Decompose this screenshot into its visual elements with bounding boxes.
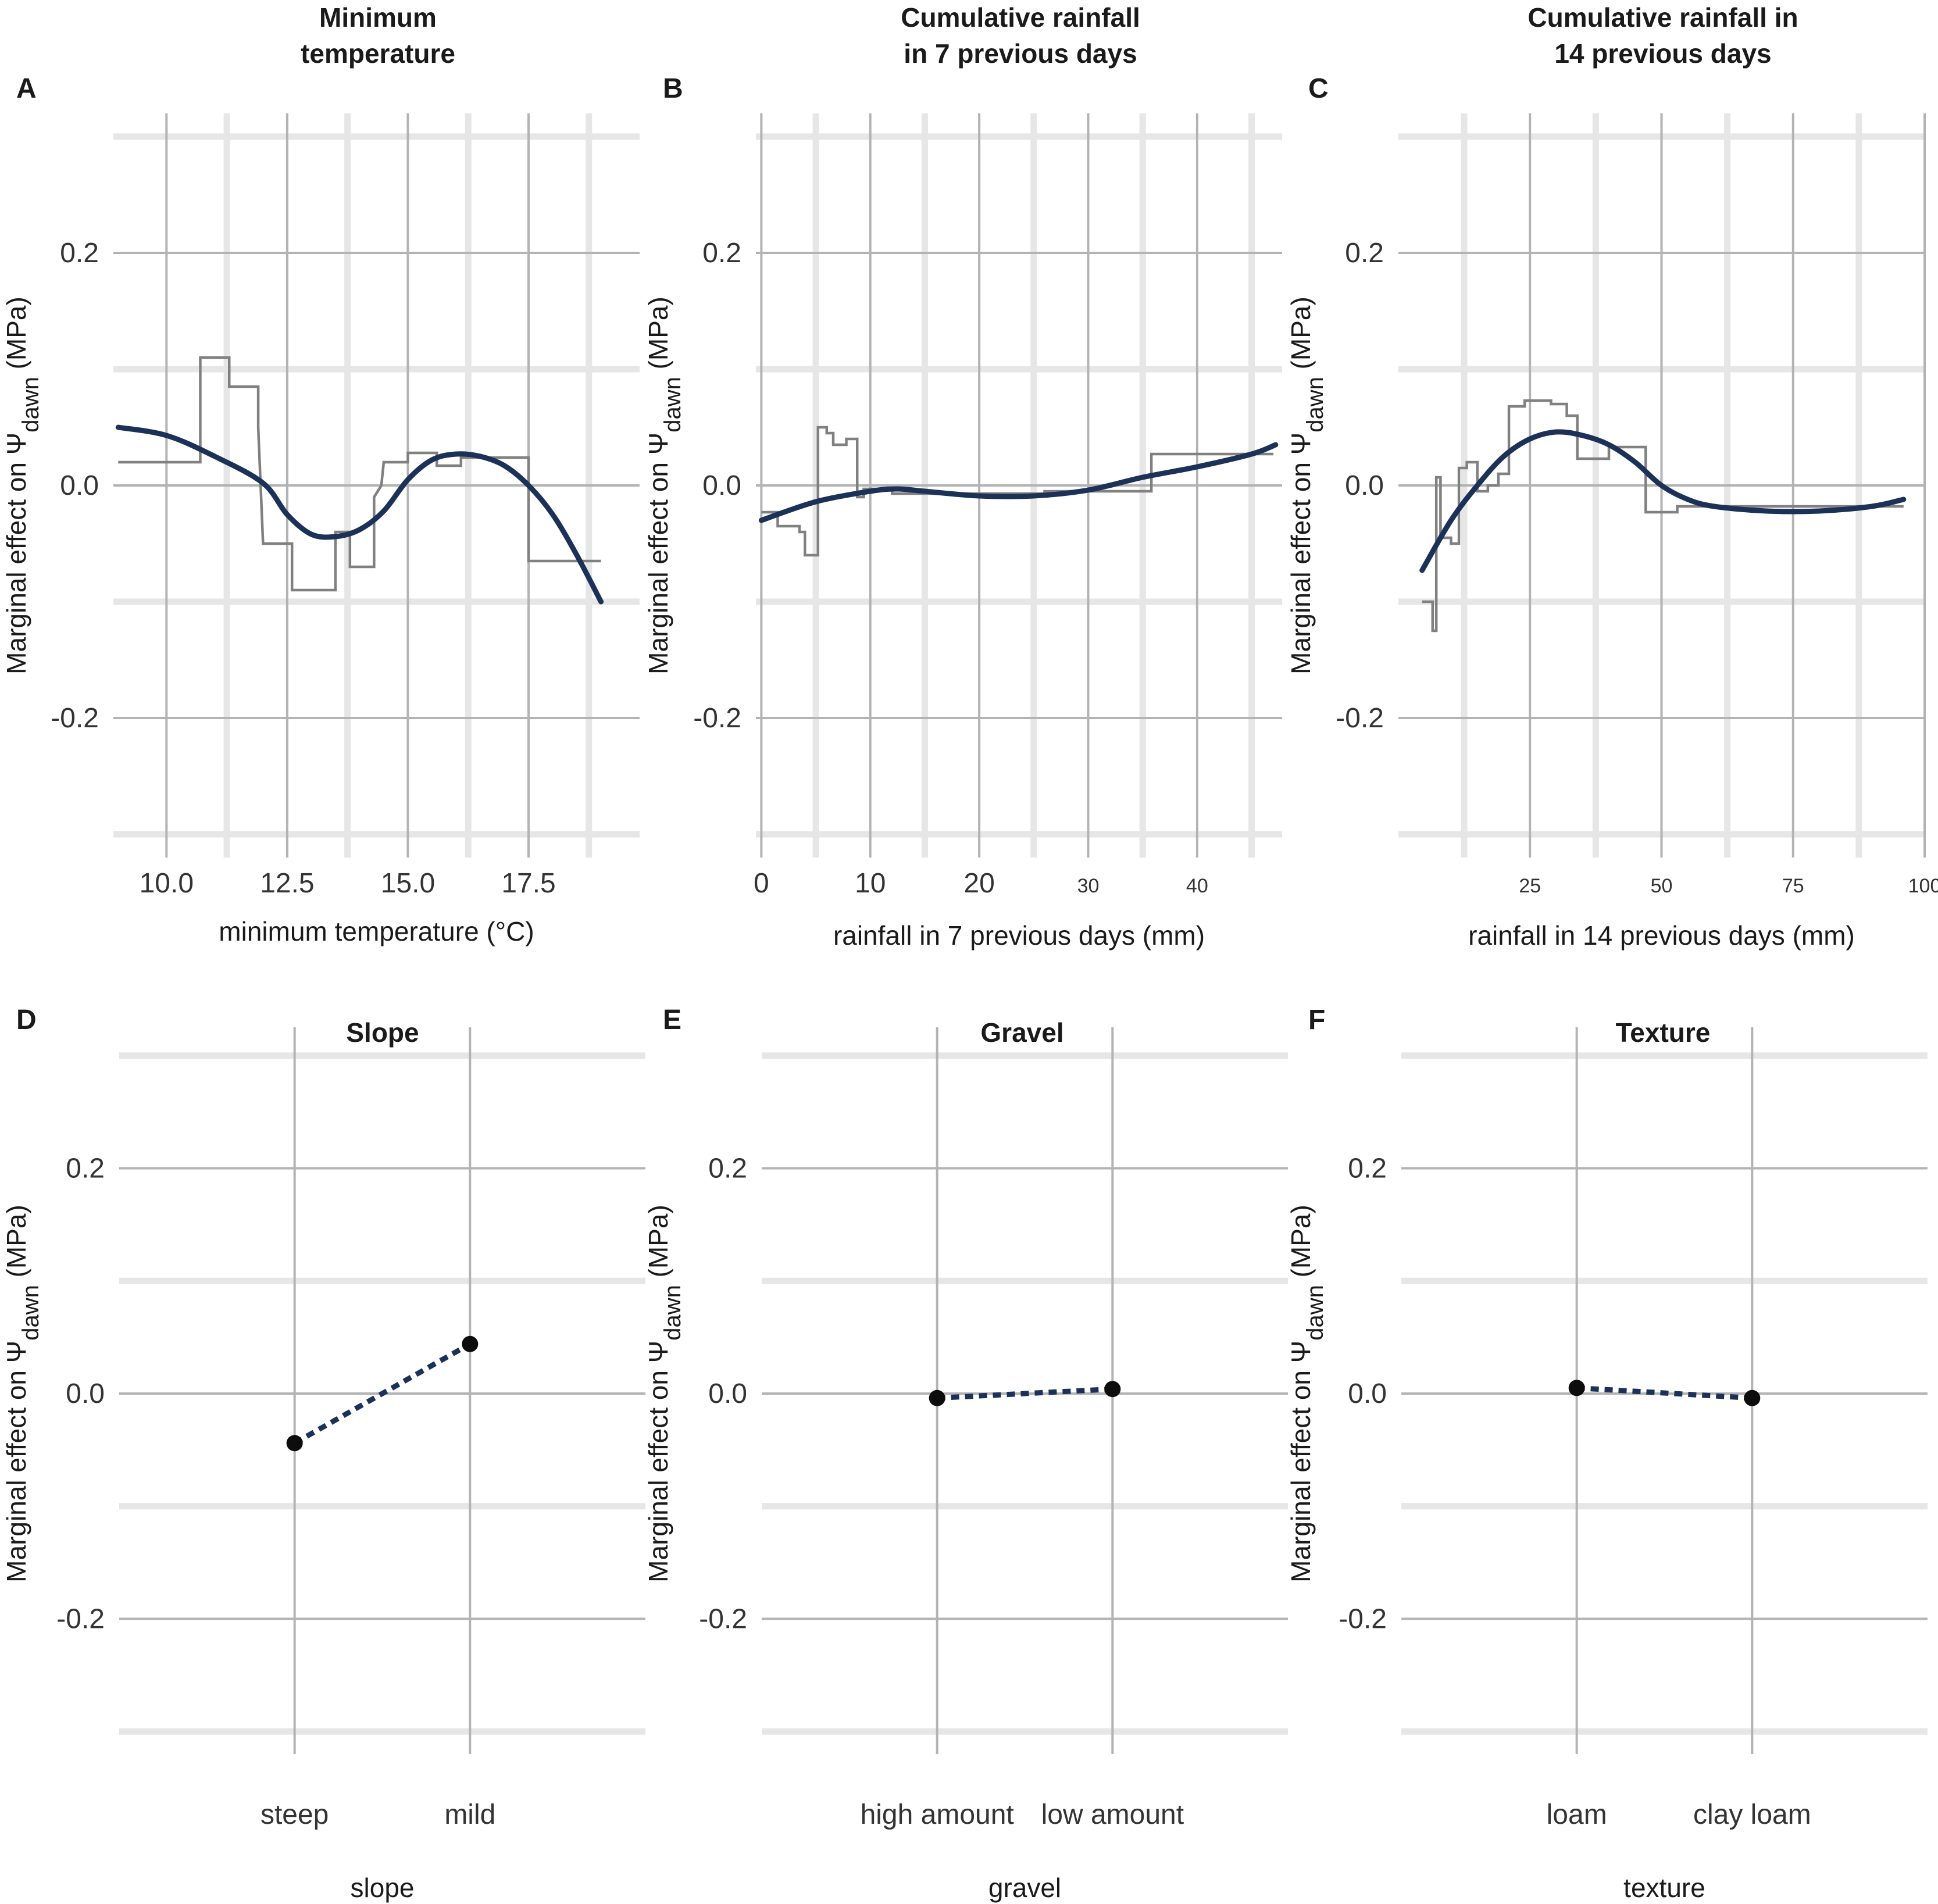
smooth-trend-line xyxy=(1419,429,1907,573)
y-tick-label: 0.0 xyxy=(60,470,99,501)
x-tick-label: steep xyxy=(260,1799,329,1830)
x-tick-label: 0 xyxy=(754,868,769,899)
panel-c: -0.2 0.0 0.2 25 50 75 100 Cumulative rainfall i… xyxy=(1286,2,1938,951)
panel-letter: D xyxy=(16,1005,37,1035)
smooth-trend-line xyxy=(115,424,604,605)
y-axis-label: Marginal effect on Ψdawn (MPa) xyxy=(1286,297,1328,674)
x-tick-label: 10 xyxy=(855,868,886,899)
x-axis-label: rainfall in 14 previous days (mm) xyxy=(1468,920,1855,951)
ale-step-line xyxy=(761,426,1274,557)
panel-title: Cumulative rainfall xyxy=(901,2,1140,33)
y-axis-label: Marginal effect on Ψdawn (MPa) xyxy=(1286,1205,1328,1583)
panel-d: -0.2 0.0 0.2 steep mild Slope D Marginal effect… xyxy=(1,1005,645,1903)
effect-point xyxy=(1104,1381,1121,1398)
x-tick-label: 40 xyxy=(1186,875,1208,897)
y-tick-label: 0.2 xyxy=(1348,1153,1387,1184)
x-tick-label: 25 xyxy=(1519,875,1541,897)
y-tick-label: -0.2 xyxy=(1339,1604,1387,1635)
ale-step-line xyxy=(1422,399,1904,633)
x-tick-label: mild xyxy=(444,1799,495,1830)
x-tick-label: 17.5 xyxy=(501,868,555,899)
x-tick-label: 75 xyxy=(1782,875,1804,897)
y-tick-label: 0.2 xyxy=(1345,238,1384,269)
x-tick-label: low amount xyxy=(1041,1799,1184,1830)
panel-letter: B xyxy=(663,73,683,104)
effect-point xyxy=(462,1335,479,1352)
panel-title: 14 previous days xyxy=(1554,38,1771,69)
x-axis-label: minimum temperature (°C) xyxy=(219,916,534,946)
panel-title: Gravel xyxy=(980,1017,1063,1048)
y-tick-label: 0.0 xyxy=(702,470,741,501)
y-tick-label: 0.2 xyxy=(66,1153,105,1184)
panel-title: Minimum xyxy=(319,2,437,33)
effect-dotted-line xyxy=(1576,1385,1753,1401)
x-tick-label: clay loam xyxy=(1693,1799,1811,1830)
y-tick-label: 0.2 xyxy=(702,238,741,269)
x-axis-label: slope xyxy=(351,1873,415,1903)
y-axis-label: Marginal effect on Ψdawn (MPa) xyxy=(1,297,44,674)
panel-letter: A xyxy=(16,73,37,104)
x-tick-label: 30 xyxy=(1077,875,1100,897)
y-tick-label: -0.2 xyxy=(693,703,741,734)
x-axis-label: gravel xyxy=(988,1873,1061,1903)
y-axis-label: Marginal effect on Ψdawn (MPa) xyxy=(643,1205,686,1583)
y-tick-label: -0.2 xyxy=(699,1604,747,1635)
x-axis-label: rainfall in 7 previous days (mm) xyxy=(833,920,1205,951)
panel-letter: F xyxy=(1308,1005,1325,1035)
x-tick-label: 50 xyxy=(1651,875,1673,897)
panel-title: Texture xyxy=(1616,1017,1711,1048)
effect-dotted-line xyxy=(293,1341,472,1446)
effect-point xyxy=(1568,1380,1585,1396)
effect-point xyxy=(286,1435,303,1452)
effect-point xyxy=(1744,1389,1761,1406)
x-tick-label: loam xyxy=(1547,1799,1607,1830)
panel-title: Cumulative rainfall in xyxy=(1527,2,1798,33)
panel-title: in 7 previous days xyxy=(904,38,1137,69)
panel-title: temperature xyxy=(301,38,455,69)
y-tick-label: -0.2 xyxy=(56,1604,105,1635)
y-tick-label: 0.0 xyxy=(1348,1378,1387,1409)
panel-e: -0.2 0.0 0.2 high amount low amount Gravel E Ma… xyxy=(643,1005,1288,1903)
y-axis-label: Marginal effect on Ψdawn (MPa) xyxy=(643,297,686,674)
y-tick-label: 0.2 xyxy=(708,1153,747,1184)
y-tick-label: -0.2 xyxy=(1336,703,1384,734)
panel-title: Slope xyxy=(346,1017,419,1048)
y-tick-label: -0.2 xyxy=(51,703,99,734)
y-tick-label: 0.2 xyxy=(60,238,99,269)
x-tick-label: 12.5 xyxy=(260,868,314,899)
ale-step-line xyxy=(118,356,601,592)
x-tick-label: 15.0 xyxy=(381,868,435,899)
smooth-trend-line xyxy=(758,442,1279,523)
panel-f: -0.2 0.0 0.2 loam clay loam Texture F Marginal … xyxy=(1286,1005,1928,1903)
panel-b: -0.2 0.0 0.2 0 10 20 30 40 Cumulative rainfall in… xyxy=(643,2,1282,951)
y-axis-label: Marginal effect on Ψdawn (MPa) xyxy=(1,1205,44,1583)
panel-a: -0.2 0.0 0.2 10.0 12.5 15.0 17.5 Minimum tempera… xyxy=(1,2,640,946)
x-tick-label: 20 xyxy=(963,868,994,899)
y-tick-label: 0.0 xyxy=(66,1378,105,1409)
x-axis-label: texture xyxy=(1623,1873,1705,1903)
panel-letter: C xyxy=(1308,73,1329,104)
effect-dotted-line xyxy=(937,1386,1113,1401)
x-tick-label: 10.0 xyxy=(140,868,194,899)
panel-letter: E xyxy=(663,1005,681,1035)
effect-point xyxy=(929,1389,945,1406)
x-tick-label: high amount xyxy=(861,1799,1014,1830)
x-tick-label: 100 xyxy=(1908,875,1938,897)
y-tick-label: 0.0 xyxy=(1345,470,1384,501)
y-tick-label: 0.0 xyxy=(708,1378,747,1409)
